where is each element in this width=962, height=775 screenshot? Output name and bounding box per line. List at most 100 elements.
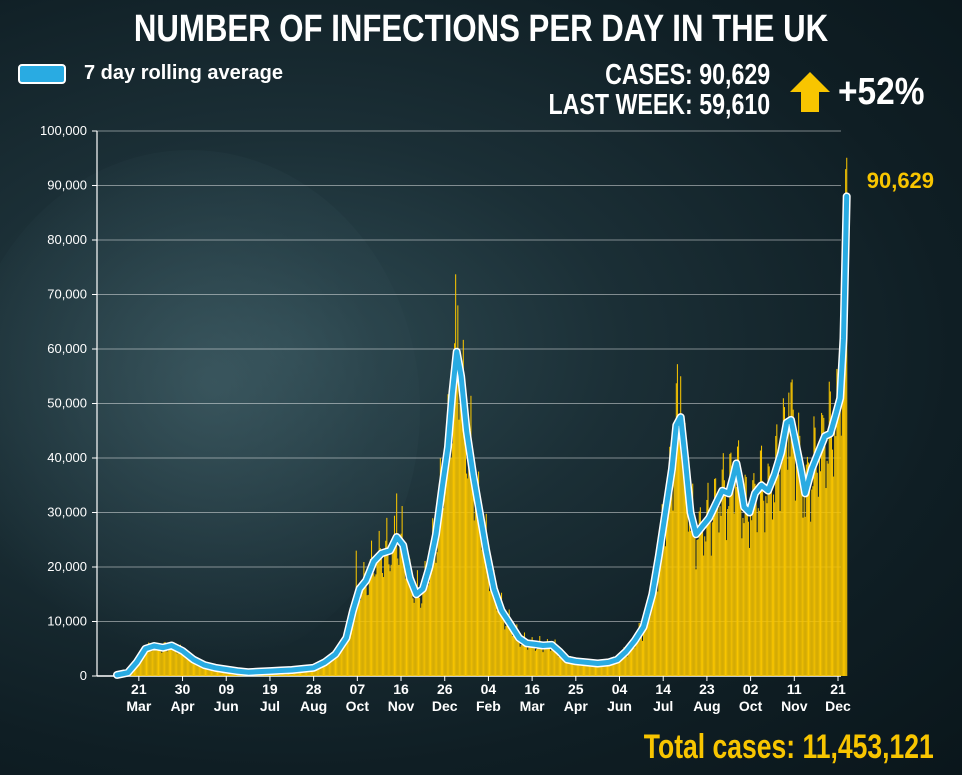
daily-case-bar: [638, 622, 640, 676]
daily-case-bar: [196, 659, 198, 676]
daily-case-bar: [472, 489, 474, 676]
daily-case-bar: [815, 453, 817, 676]
daily-case-bar: [603, 665, 605, 676]
x-tick-label: 02: [743, 681, 759, 697]
daily-case-bar: [705, 541, 707, 676]
daily-case-bar: [543, 648, 545, 676]
x-tick-label: Feb: [476, 698, 501, 714]
daily-case-bar: [432, 518, 434, 676]
daily-case-bar: [626, 656, 628, 676]
daily-case-bar: [422, 585, 424, 676]
y-tick-label: 0: [80, 668, 87, 683]
daily-case-bar: [553, 644, 555, 676]
y-tick-label: 100,000: [40, 123, 87, 138]
daily-case-bar: [822, 415, 824, 676]
daily-case-bar: [584, 661, 586, 676]
daily-case-bar: [199, 665, 201, 676]
daily-case-bar: [677, 425, 680, 676]
daily-case-bar: [660, 519, 662, 676]
daily-case-bar: [790, 382, 792, 676]
daily-case-bar: [326, 660, 328, 676]
daily-case-bar: [768, 466, 770, 676]
daily-case-bar: [341, 644, 343, 676]
daily-case-bar: [597, 664, 599, 676]
daily-case-bar: [824, 441, 826, 676]
daily-case-bar: [837, 382, 839, 676]
daily-case-bar: [337, 654, 339, 676]
daily-case-bar: [563, 657, 565, 676]
daily-case-bar: [711, 522, 713, 676]
daily-case-bar: [712, 517, 714, 676]
daily-case-bar: [384, 553, 386, 676]
x-tick-label: Mar: [520, 698, 545, 714]
daily-case-bar: [346, 631, 349, 676]
daily-case-bar: [377, 555, 379, 676]
daily-case-bar: [825, 488, 827, 676]
daily-case-bar: [314, 669, 316, 676]
daily-case-bar: [613, 661, 615, 676]
daily-case-bar: [464, 421, 467, 676]
daily-case-bar: [704, 536, 706, 676]
daily-case-bar: [174, 649, 176, 676]
daily-case-bar: [161, 652, 163, 676]
daily-case-bar: [809, 483, 811, 676]
daily-case-bar: [204, 666, 207, 676]
daily-case-bar: [707, 482, 709, 676]
daily-case-bar: [585, 658, 587, 676]
daily-case-bar: [356, 596, 358, 676]
x-tick-label: 25: [568, 681, 584, 697]
daily-case-bar: [714, 478, 716, 676]
x-tick-label: 16: [393, 681, 409, 697]
daily-case-bar: [329, 661, 331, 676]
daily-case-bar: [639, 630, 641, 676]
daily-case-bar: [775, 435, 777, 676]
daily-case-bar: [581, 663, 583, 676]
daily-case-bar: [771, 519, 773, 676]
x-tick-label: Jun: [607, 698, 632, 714]
daily-case-bar: [506, 618, 508, 676]
daily-case-bar: [574, 662, 576, 676]
daily-case-bar: [633, 641, 635, 676]
daily-case-bar: [540, 645, 542, 676]
daily-case-bar: [197, 663, 199, 676]
daily-case-bar: [485, 513, 487, 676]
daily-case-bar: [621, 657, 623, 676]
daily-case-bar: [788, 392, 790, 676]
daily-case-bar: [741, 538, 743, 676]
daily-case-bar: [172, 643, 174, 676]
daily-case-bar: [722, 453, 724, 676]
daily-case-bar: [821, 412, 823, 676]
daily-case-bar: [220, 669, 222, 676]
daily-case-bar: [444, 493, 446, 676]
daily-case-bar: [430, 564, 432, 676]
daily-case-bar: [155, 643, 157, 676]
daily-case-bar: [176, 653, 178, 676]
daily-case-bar: [746, 510, 748, 676]
daily-case-bar: [659, 555, 661, 676]
daily-case-bar: [732, 485, 734, 676]
daily-case-bar: [551, 649, 553, 676]
daily-case-bar: [635, 642, 637, 676]
daily-case-bar: [587, 662, 589, 676]
daily-case-bar: [198, 664, 200, 676]
daily-case-bar: [641, 640, 643, 676]
daily-case-bar: [592, 659, 594, 676]
daily-case-bar: [405, 577, 408, 676]
daily-case-bar: [195, 657, 197, 676]
daily-case-bar: [672, 510, 674, 676]
daily-case-bar: [622, 652, 624, 676]
daily-case-bar: [458, 419, 460, 676]
daily-case-bar: [209, 665, 211, 676]
daily-case-bar: [495, 596, 497, 676]
daily-case-bar: [531, 637, 533, 676]
daily-case-bar: [608, 658, 610, 676]
daily-case-bar: [599, 662, 601, 676]
daily-case-bar: [695, 569, 697, 676]
x-tick-label: 28: [306, 681, 322, 697]
daily-case-bar: [770, 483, 772, 676]
daily-case-bar: [774, 502, 776, 676]
daily-case-bar: [569, 655, 571, 676]
daily-case-bar: [724, 496, 726, 676]
daily-case-bar: [623, 647, 625, 676]
daily-case-bar: [466, 473, 468, 676]
